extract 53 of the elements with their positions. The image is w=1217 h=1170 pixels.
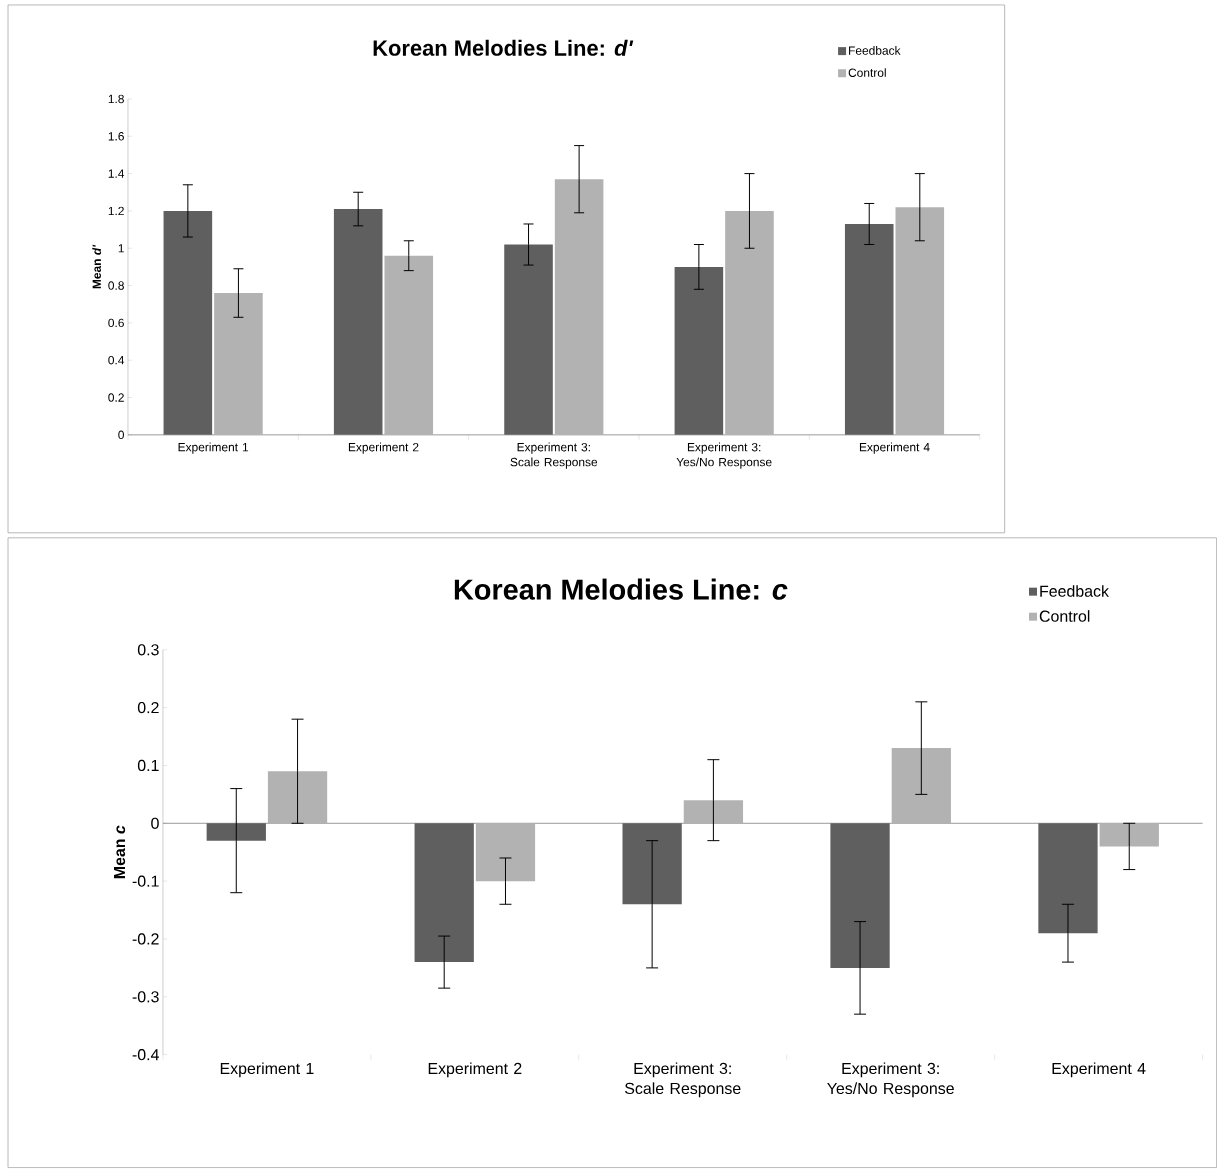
y-tick-label: 0.8 (108, 281, 124, 290)
chart-title: Korean Melodies Line: c (454, 578, 788, 600)
y-tick-label: 1 (118, 244, 124, 253)
bar (1038, 823, 1098, 934)
bar (674, 267, 724, 436)
legend-label: Control (1039, 610, 1090, 623)
y-tick-label: 0.3 (137, 644, 159, 656)
bar (725, 211, 774, 436)
y-tick-label: 0.4 (108, 356, 125, 365)
x-tick-label: Experiment 1 (178, 442, 249, 454)
bar (683, 800, 744, 824)
legend-label: Control (848, 68, 886, 78)
x-tick-label: Experiment 4 (1052, 1062, 1146, 1078)
bar (844, 224, 894, 436)
y-tick-label: -0.2 (132, 933, 159, 945)
y-axis-title: Mean d' (92, 244, 101, 289)
y-axis-title: Mean c (114, 825, 126, 879)
bar (163, 211, 213, 436)
y-tick-label: 0.2 (108, 393, 124, 402)
y-tick-label: -0.3 (132, 991, 159, 1003)
y-tick-label: 0.6 (108, 318, 124, 328)
bar (554, 179, 604, 436)
y-tick-label: 1.4 (108, 169, 125, 178)
bar (504, 244, 553, 436)
bar (895, 207, 945, 436)
y-tick-label: 1.8 (108, 94, 124, 104)
bar (214, 293, 263, 436)
y-tick-label: 1.2 (108, 206, 124, 216)
x-tick-label: Experiment 3: Scale Response (625, 1062, 741, 1098)
y-tick-label: 0.1 (137, 760, 159, 772)
x-tick-label: Experiment 3: Yes/No Response (827, 1062, 954, 1098)
y-tick-label: -0.4 (132, 1049, 159, 1061)
bar (475, 823, 536, 882)
bar (830, 823, 890, 969)
x-tick-label: Experiment 3: Scale Response (510, 442, 598, 469)
x-tick-label: Experiment 2 (428, 1062, 522, 1078)
y-tick-label: 0 (151, 817, 159, 830)
x-tick-label: Experiment 2 (348, 442, 419, 454)
bar (1099, 823, 1159, 847)
x-tick-label: Experiment 4 (859, 442, 930, 454)
y-tick-label: 1.6 (108, 132, 124, 141)
bar (333, 209, 383, 436)
bar (414, 823, 474, 963)
legend-label: Feedback (1040, 585, 1109, 598)
legend-label: Feedback (849, 46, 901, 55)
y-tick-label: 0 (118, 430, 124, 440)
chart-title: Korean Melodies Line: d' (373, 39, 634, 57)
y-tick-label: -0.1 (132, 875, 159, 887)
bar (384, 255, 434, 436)
bar (206, 823, 266, 841)
y-tick-label: 0.2 (137, 702, 159, 714)
x-tick-label: Experiment 1 (220, 1062, 314, 1078)
x-tick-label: Experiment 3: Yes/No Response (676, 442, 772, 469)
